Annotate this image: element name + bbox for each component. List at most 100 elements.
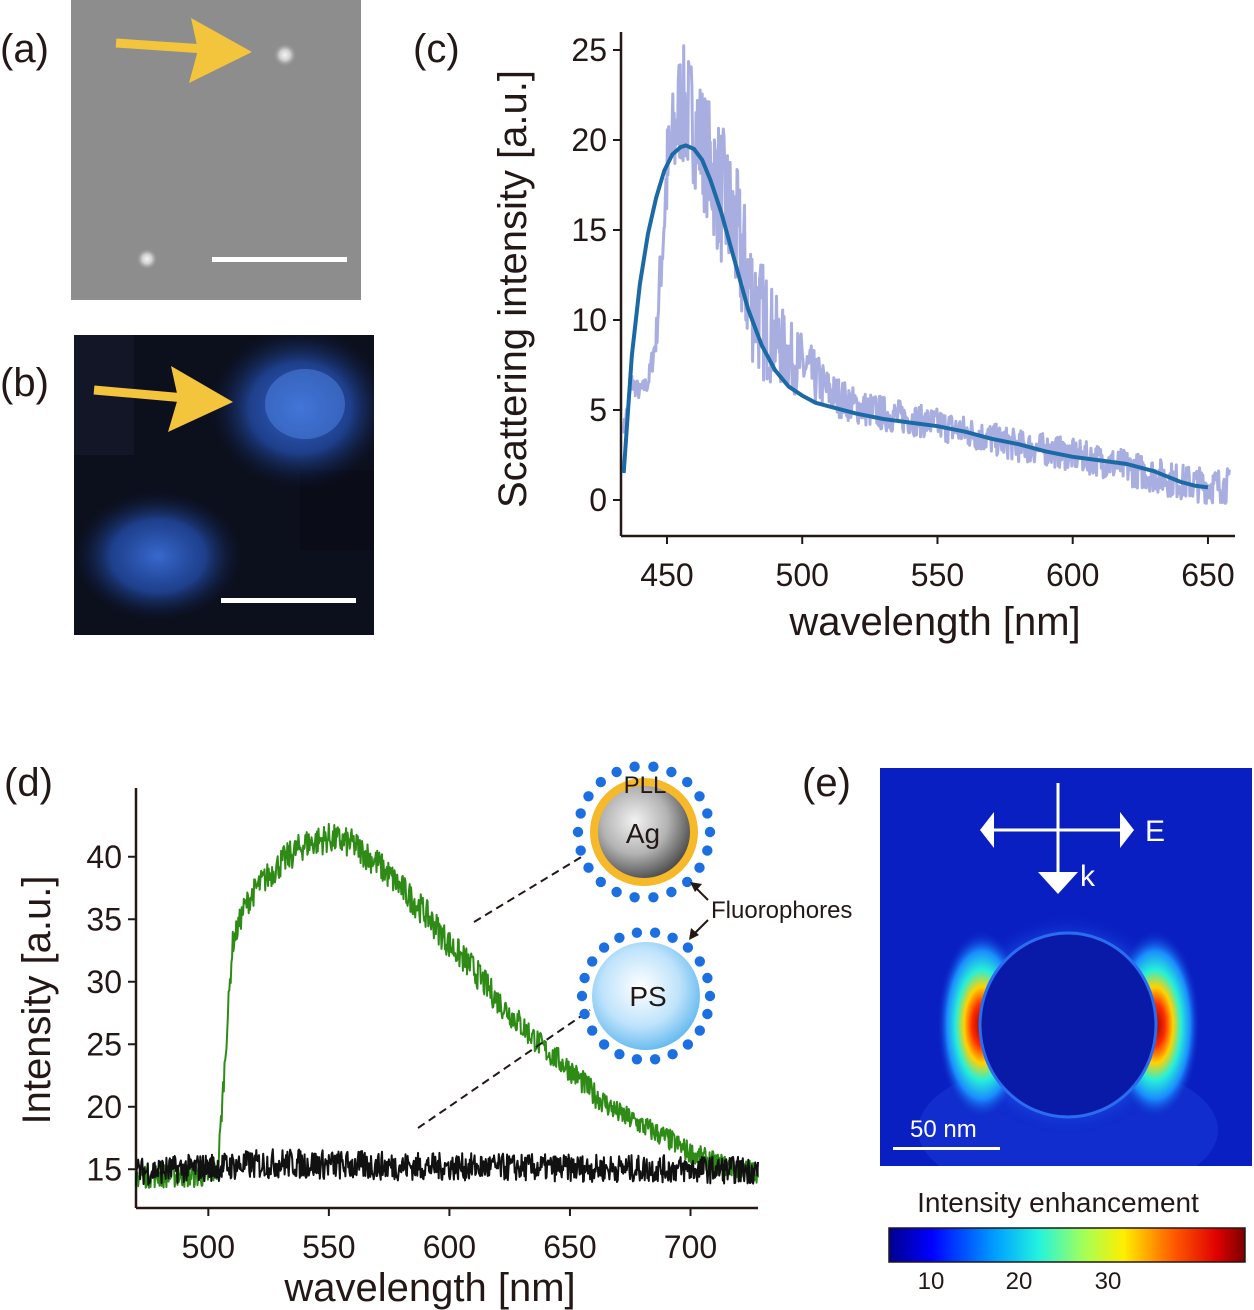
- y-tick-label: 15: [571, 212, 607, 248]
- fluorophore-dot: [702, 972, 713, 984]
- colorbar: [888, 1227, 1246, 1263]
- y-tick-label: 25: [86, 1026, 122, 1062]
- series-line-fit: [621, 143, 1209, 490]
- y-tick-label: 10: [571, 302, 607, 338]
- colorbar-tick-10: 10: [918, 1268, 945, 1295]
- ag-core: [598, 786, 690, 878]
- fluorophore-dot: [587, 1025, 598, 1036]
- fluorophore-dot: [694, 862, 705, 873]
- panel-label-d: (d): [4, 761, 53, 805]
- fluorophore-dot: [682, 942, 694, 953]
- fluorophore-dot: [611, 766, 622, 778]
- pll-label: PLL: [624, 772, 667, 799]
- panel-label-e: (e): [802, 761, 851, 805]
- series-measured: [622, 44, 1231, 505]
- colorbar-tick-20: 20: [1006, 1268, 1033, 1295]
- fluorophore-dot: [572, 826, 584, 838]
- fluorophore-dot: [576, 990, 588, 1002]
- fluorophores-label: Fluorophores: [711, 897, 852, 924]
- fluorophore-dot: [704, 826, 716, 838]
- nanoparticle-marked: [273, 43, 297, 67]
- polarization-arrows: E k: [980, 783, 1165, 894]
- y-tick-label: 0: [589, 482, 607, 518]
- fluorophore-dot: [614, 932, 625, 943]
- connector-line-ps: [417, 1009, 591, 1129]
- k-vector-label: k: [1080, 860, 1096, 893]
- colorbar-tick-30: 30: [1095, 1268, 1122, 1295]
- fluorophore-dot: [694, 1025, 705, 1036]
- chart-c: 450 500 550 600 650 0 5 10 15 20 25 wavelength [nm…: [491, 32, 1235, 644]
- fluorophore-dot: [575, 845, 586, 856]
- x-tick-label: 450: [640, 557, 693, 593]
- y-tick-label: 20: [571, 122, 607, 158]
- panel-b: (b): [0, 335, 374, 635]
- fluorophore-dot: [649, 1054, 661, 1065]
- ps-label: PS: [629, 981, 666, 1012]
- fluorophore-dot: [682, 1039, 694, 1050]
- series-group: [135, 822, 759, 1189]
- series-line-measured: [622, 44, 1231, 505]
- connector-line-ag: [473, 855, 584, 923]
- scale-bar: [893, 1147, 1000, 1150]
- fluorescent-spot: [74, 490, 244, 622]
- arrow-icon: [115, 18, 252, 83]
- x-axis-title: wavelength [nm]: [788, 600, 1080, 644]
- y-axis-title: Scattering intensity [a.u.]: [491, 70, 535, 508]
- x-axis-title: wavelength [nm]: [283, 1266, 575, 1310]
- fluorophore-dot: [694, 956, 705, 967]
- x-tick-label: 700: [664, 1229, 717, 1265]
- fluorophore-dot: [682, 876, 693, 888]
- chart-d: 500 550 600 650 700 15 20 25 30 35 40 wavelength […: [15, 788, 759, 1310]
- fluorophore-dot: [579, 1008, 590, 1020]
- fluorophore-dot: [595, 876, 606, 888]
- ag-particle-schematic: PLL Ag: [572, 761, 716, 903]
- fluorophore-dot: [667, 932, 678, 943]
- panel-d: (d) 500 550 600 650 700 15 20 25 30 35 40 waveleng…: [4, 761, 852, 1310]
- fluorophore-dot: [702, 808, 713, 819]
- x-tick-label: 600: [1046, 557, 1099, 593]
- panel-a: (a): [0, 0, 361, 300]
- panel-label-a: (a): [0, 27, 49, 71]
- arrow-icon: [93, 366, 233, 432]
- e-field-label: E: [1145, 815, 1165, 848]
- fluorophore-dot: [611, 886, 622, 898]
- fluorophore-dot: [704, 990, 716, 1002]
- y-axis-title: Intensity [a.u.]: [15, 875, 59, 1124]
- fluorophore-dot: [631, 1054, 643, 1065]
- y-tick-label: 5: [589, 392, 607, 428]
- fluorophore-dot: [614, 1049, 625, 1060]
- pointer-arrow-icon: [689, 882, 709, 940]
- fluorophore-dot: [667, 1049, 678, 1060]
- y-tick-label: 30: [86, 964, 122, 1000]
- x-tick-label: 650: [543, 1229, 596, 1265]
- x-tick-label: 500: [776, 557, 829, 593]
- y-tick-label: 25: [571, 32, 607, 68]
- series-line-ag-pll-with-fluorophores: [135, 822, 759, 1189]
- series-line-ps-with-fluorophores: [135, 1148, 759, 1186]
- y-tick-label: 35: [86, 901, 122, 937]
- fluorophore-dots: [572, 761, 716, 903]
- ps-particle-schematic: PS: [576, 927, 716, 1065]
- y-tick-label: 15: [86, 1151, 122, 1187]
- x-tick-label: 550: [302, 1229, 355, 1265]
- panel-label-c: (c): [413, 27, 460, 71]
- series-ps: [135, 1148, 759, 1186]
- fluorophore-dot: [629, 892, 640, 903]
- axis-ticks: 450 500 550 600 650 0 5 10 15 20 25: [571, 32, 1234, 593]
- fluorophore-dot: [587, 956, 598, 967]
- fluorophore-dot: [666, 766, 677, 778]
- scale-bar: [212, 257, 347, 262]
- fluorophore-dot: [579, 972, 590, 984]
- fluorophore-dot: [575, 808, 586, 819]
- fluorophore-dot: [595, 776, 606, 788]
- fluorophore-dot: [694, 791, 705, 802]
- panel-label-b: (b): [0, 361, 49, 405]
- y-tick-label: 20: [86, 1089, 122, 1125]
- fluorophore-dot: [702, 845, 713, 856]
- field-map: [880, 768, 1252, 1166]
- fluorophore-dot: [629, 761, 640, 772]
- x-tick-label: 500: [182, 1229, 235, 1265]
- fluorophore-dot: [598, 942, 610, 953]
- panel-e: (e) E k 50 nm Intensity enhancement 10 2…: [802, 761, 1252, 1295]
